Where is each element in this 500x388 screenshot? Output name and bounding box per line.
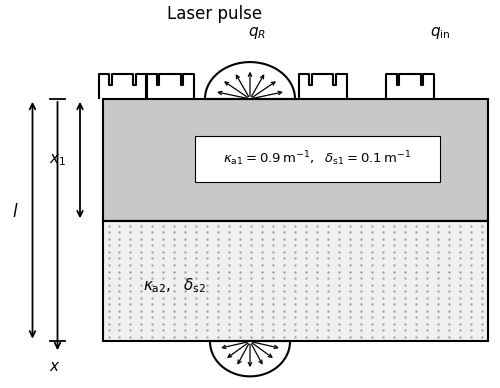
Text: $\kappa_{\mathrm{a2}},\ \ \delta_{\mathrm{s2}}$: $\kappa_{\mathrm{a2}},\ \ \delta_{\mathr… <box>144 276 206 294</box>
Text: $x_1$: $x_1$ <box>49 152 66 168</box>
Text: $l$: $l$ <box>12 203 18 222</box>
Text: Laser pulse: Laser pulse <box>168 5 262 23</box>
Bar <box>102 221 488 341</box>
Text: $q_{T}$: $q_{T}$ <box>240 386 260 388</box>
Text: $\kappa_{\mathrm{a1}} = 0.9\,\mathrm{m}^{-1},\ \ \delta_{\mathrm{s1}} = 0.1\,\ma: $\kappa_{\mathrm{a1}} = 0.9\,\mathrm{m}^… <box>224 150 412 168</box>
Text: $q_{R}$: $q_{R}$ <box>248 25 266 41</box>
Text: $q_{\mathrm{in}}$: $q_{\mathrm{in}}$ <box>430 25 450 41</box>
Bar <box>195 136 440 182</box>
Text: $x$: $x$ <box>49 359 61 374</box>
Bar <box>102 99 488 221</box>
